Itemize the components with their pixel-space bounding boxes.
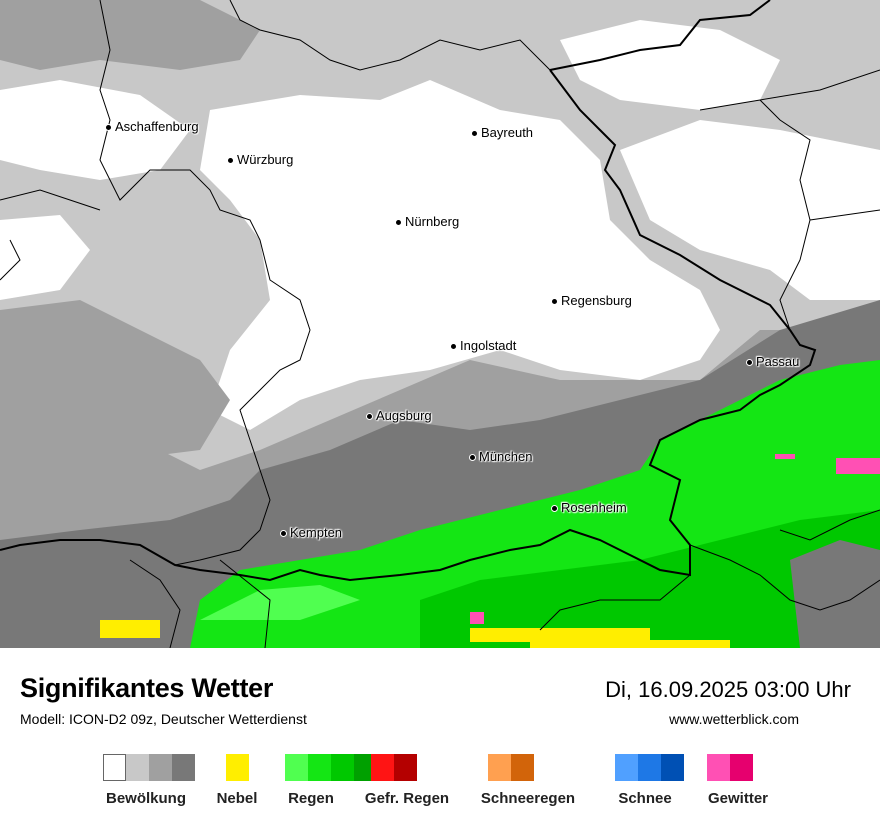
legend-swatch	[308, 754, 331, 781]
legend-fog	[226, 754, 249, 781]
cloud-mid-patch-west	[0, 300, 230, 470]
legend-swatch	[707, 754, 730, 781]
legend-swatch	[126, 754, 149, 781]
city-name: München	[479, 449, 533, 464]
forecast-datetime: Di, 16.09.2025 03:00 Uhr	[605, 677, 851, 702]
legend-swatch	[730, 754, 753, 781]
city-name: Augsburg	[376, 408, 432, 423]
state-border	[0, 0, 551, 566]
city-label: München	[469, 450, 532, 464]
legend-snow	[615, 754, 684, 781]
legend-label-rain: Regen	[288, 790, 334, 807]
city-name: Kempten	[290, 525, 343, 540]
legend-label-fog: Nebel	[216, 790, 258, 807]
city-dot	[366, 413, 373, 421]
city-label: Ingolstadt	[450, 339, 516, 353]
city-name: Nürnberg	[405, 214, 460, 229]
map-title: Signifikantes Wetter	[20, 673, 274, 703]
thunderstorm-patch-small	[775, 454, 795, 459]
model-info: Modell: ICON-D2 09z, Deutscher Wetterdie…	[20, 711, 307, 727]
city-dot	[551, 505, 558, 513]
cloud-clear-region-east	[620, 120, 880, 300]
cloud-clear-region-north	[560, 20, 780, 110]
city-label: Bayreuth	[471, 126, 533, 140]
legend-swatch	[285, 754, 308, 781]
rain-region-heavy	[420, 510, 880, 648]
city-name: Aschaffenburg	[115, 119, 199, 134]
city-label: Regensburg	[551, 294, 632, 308]
cloud-dark-patch-alps	[790, 540, 880, 648]
legend-swatch	[172, 754, 195, 781]
legend-swatch	[394, 754, 417, 781]
legend-thunderstorm	[707, 754, 753, 781]
thunderstorm-patch-south	[470, 612, 484, 624]
legend-swatch	[615, 754, 638, 781]
city-label: Aschaffenburg	[105, 120, 199, 134]
map-layers	[0, 0, 880, 648]
legend-label-freezing-rain: Gefr. Regen	[364, 790, 450, 807]
legend-swatch	[103, 754, 126, 781]
fog-patch-1	[100, 620, 160, 638]
legend-swatch	[371, 754, 394, 781]
rain-region-light	[200, 585, 360, 620]
city-label: Kempten	[280, 526, 342, 540]
city-dot	[395, 219, 402, 227]
city-dot	[471, 130, 478, 138]
cloud-clear-region-west	[0, 80, 190, 180]
weather-map: Aschaffenburg Würzburg Bayreuth Nürnberg…	[0, 0, 880, 648]
legend-swatch	[511, 754, 534, 781]
footer: Signifikantes Wetter Modell: ICON-D2 09z…	[0, 648, 880, 830]
city-name: Bayreuth	[481, 125, 534, 140]
city-dot	[227, 157, 234, 165]
neighbor-border-south	[129, 509, 880, 648]
city-label: Passau	[746, 355, 799, 369]
legend-label-thunderstorm: Gewitter	[707, 790, 769, 807]
legend-swatch	[661, 754, 684, 781]
legend-swatch	[149, 754, 172, 781]
legend-label-sleet: Schneeregen	[480, 790, 576, 807]
neighbor-border-east	[699, 69, 880, 331]
legend-freezing-rain	[371, 754, 417, 781]
city-name: Würzburg	[237, 152, 294, 167]
city-label: Augsburg	[366, 409, 432, 423]
legend-swatch	[638, 754, 661, 781]
city-dot	[105, 124, 112, 132]
city-dot	[746, 359, 753, 367]
cloud-clear-region-center	[200, 80, 720, 430]
fog-patch-2	[470, 628, 650, 642]
city-label: Würzburg	[227, 153, 293, 167]
city-name: Regensburg	[561, 293, 632, 308]
city-dot	[551, 298, 558, 306]
legend-swatch	[226, 754, 249, 781]
cloud-clear-region-west2	[0, 215, 90, 300]
website-link[interactable]: www.wetterblick.com	[669, 711, 799, 727]
cloud-mid-patch-north	[0, 0, 260, 70]
city-dot	[280, 530, 287, 538]
legend-sleet	[488, 754, 534, 781]
country-border	[0, 69, 817, 582]
legend-swatch	[331, 754, 354, 781]
city-dot	[469, 454, 476, 462]
city-name: Passau	[756, 354, 800, 369]
city-name: Rosenheim	[561, 500, 627, 515]
city-dot	[450, 343, 457, 351]
legend-label-snow: Schnee	[618, 790, 672, 807]
city-label: Nürnberg	[395, 215, 459, 229]
legend-label-cloud: Bewölkung	[105, 790, 187, 807]
fog-patch-3	[530, 640, 730, 648]
legend-rain	[285, 754, 377, 781]
thunderstorm-patch-east	[836, 458, 880, 474]
city-label: Rosenheim	[551, 501, 627, 515]
legend-swatch	[488, 754, 511, 781]
city-name: Ingolstadt	[460, 338, 517, 353]
country-border-north	[549, 0, 771, 71]
legend-cloud	[103, 754, 195, 781]
